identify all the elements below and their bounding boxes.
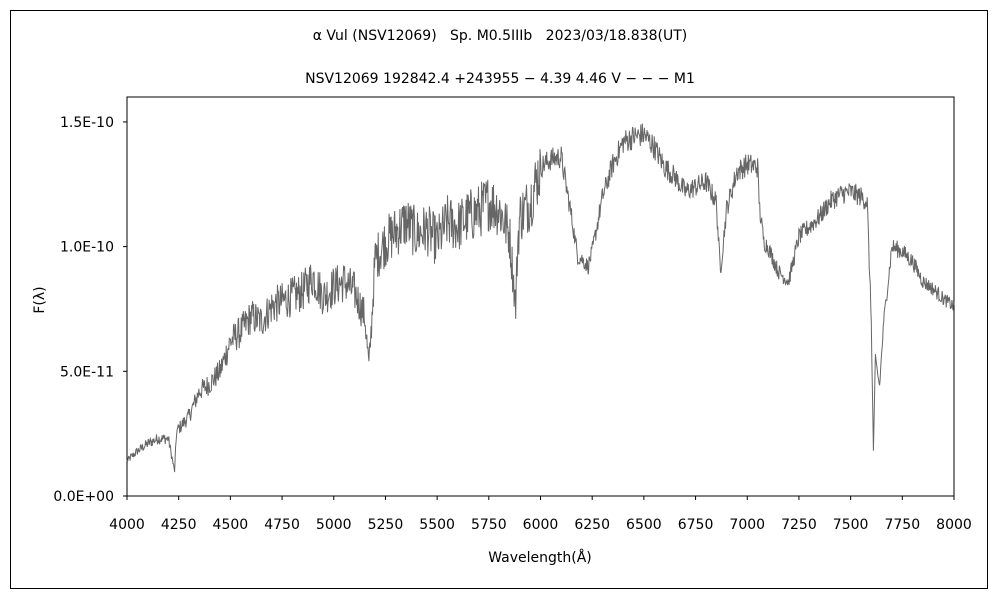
x-tick-label: 6250 <box>574 517 610 533</box>
chart-subtitle: NSV12069 192842.4 +243955 − 4.39 4.46 V … <box>305 71 695 87</box>
x-tick-label: 5750 <box>471 517 507 533</box>
x-axis-title: Wavelength(Å) <box>488 549 592 566</box>
x-axis: 4000 4250 4500 4750 5000 5250 5500 5750 6000 6250… <box>109 496 972 533</box>
x-tick-label: 7250 <box>781 517 817 533</box>
chart-frame <box>10 10 988 589</box>
x-tick-label: 4500 <box>213 517 249 533</box>
x-tick-label: 5500 <box>419 517 455 533</box>
x-tick-label: 5000 <box>316 517 352 533</box>
y-axis-title: F(λ) <box>32 286 48 313</box>
y-tick-label: 1.5E-10 <box>60 115 114 131</box>
x-tick-label: 7500 <box>833 517 869 533</box>
y-tick-label: 1.0E-10 <box>60 240 114 256</box>
x-tick-label: 6000 <box>523 517 559 533</box>
x-tick-label: 7000 <box>729 517 765 533</box>
x-tick-label: 8000 <box>936 517 972 533</box>
x-tick-label: 6500 <box>626 517 662 533</box>
x-tick-label: 4000 <box>109 517 145 533</box>
x-tick-label: 5250 <box>368 517 404 533</box>
y-tick-label: 5.0E-11 <box>60 364 114 380</box>
chart-title: α Vul (NSV12069) Sp. M0.5IIIb 2023/03/18… <box>312 28 688 44</box>
x-tick-label: 6750 <box>678 517 714 533</box>
y-tick-label: 0.0E+00 <box>53 489 114 505</box>
x-tick-label: 4750 <box>264 517 300 533</box>
y-axis: 0.0E+00 5.0E-11 1.0E-10 1.5E-10 <box>53 115 127 505</box>
x-tick-label: 4250 <box>161 517 197 533</box>
x-tick-label: 7750 <box>884 517 920 533</box>
spectrum-series-line <box>126 123 955 473</box>
